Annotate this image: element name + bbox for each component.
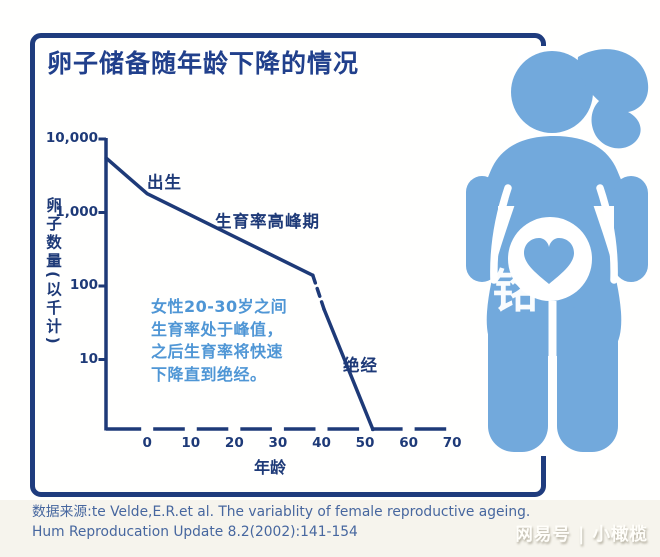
chart-axes <box>98 137 447 431</box>
woman-left-leg <box>488 306 548 452</box>
watermark-overlay: 铭 <box>492 264 538 318</box>
series-egg-reserve-prenatal-to-peak <box>104 156 315 278</box>
note-line-4: 下降直到绝经。 <box>151 364 267 384</box>
annotation-peak-fertility: 生育率高峰期 <box>215 212 320 231</box>
x-tick-label-50: 50 <box>355 435 375 451</box>
y-tick-label-100: 100 <box>69 277 98 293</box>
note-line-2: 生育率处于峰值， <box>151 319 284 339</box>
x-axis-title: 年龄 <box>253 458 286 477</box>
watermark-brand: 网易号 | 小橄榄 <box>515 525 648 545</box>
series-egg-reserve-to-menopause <box>322 307 375 432</box>
page-title: 卵子储备随年龄下降的情况 <box>47 49 360 78</box>
data-source-line-1: 数据来源:te Velde,E.R.et al. The variablity … <box>32 504 531 520</box>
x-tick-label-10: 10 <box>181 435 201 451</box>
y-tick-label-10: 10 <box>79 350 98 367</box>
x-tick-label-30: 30 <box>268 435 288 451</box>
egg-count-curve <box>104 156 375 432</box>
note-line-3: 之后生育率将快速 <box>151 342 284 361</box>
series-egg-reserve-rapid-decline-dashed <box>311 273 326 312</box>
x-tick-label-0: 0 <box>142 435 152 451</box>
x-tick-label-40: 40 <box>312 435 331 451</box>
note-line-1: 女性20-30岁之间 <box>151 297 288 316</box>
annotation-note: 女性20-30岁之间 生育率处于峰值， 之后生育率将快速 下降直到绝经。 <box>151 296 287 386</box>
y-tick-label-10000: 10,000 <box>45 130 98 146</box>
x-tick-label-70: 70 <box>442 435 462 451</box>
data-source: 数据来源:te Velde,E.R.et al. The variablity … <box>32 503 530 542</box>
woman-right-leg <box>557 306 618 452</box>
leg-gap <box>548 301 557 459</box>
heart-icon <box>524 238 574 284</box>
woman-right-arm <box>614 176 648 282</box>
arm-gap-left-icon <box>490 184 512 284</box>
woman-shoulders <box>476 136 632 206</box>
data-source-line-2: Hum Reproducation Update 8.2(2002):141-1… <box>32 523 358 540</box>
annotation-birth: 出生 <box>147 173 182 192</box>
arm-gap-right-icon <box>596 184 618 284</box>
woman-left-arm <box>466 176 498 282</box>
x-tick-label-60: 60 <box>399 435 418 451</box>
woman-ponytail <box>577 49 649 149</box>
bottom-band <box>0 500 660 557</box>
y-axis-title: 卵子数量(以千计) <box>44 197 62 347</box>
x-tick-label-20: 20 <box>224 435 244 451</box>
y-tick-label-1000: 1,000 <box>55 203 98 220</box>
woman-head <box>511 51 593 133</box>
annotation-menopause: 绝经 <box>343 356 378 375</box>
